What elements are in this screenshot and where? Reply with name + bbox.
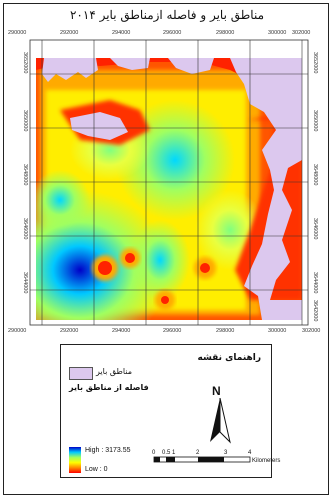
map-title: مناطق بایر و فاصله ازمناطق بایر ۲۰۱۴ [69,8,265,22]
scale-label: 4 [248,450,252,456]
high-value-label: High : 3173.55 [85,447,131,454]
y-tick-right: 3650000 [312,110,318,132]
y-tick-left: 3648000 [22,164,28,186]
raster-layer [36,58,302,320]
x-tick-top: 290000 [8,30,27,36]
page-frame [3,3,329,495]
barren-swatch [69,367,93,380]
x-tick-bottom: 294000 [112,328,131,334]
x-tick-top: 294000 [112,30,131,36]
y-tick-left: 3650000 [22,110,28,132]
legend-title: راهنمای نقشه [197,353,261,363]
x-tick-top: 296000 [163,30,182,36]
scale-label: 3 [224,450,228,456]
x-tick-bottom: 302000 [302,328,321,334]
barren-label: مناطق بایر [96,367,133,376]
x-tick-top: 302000 [292,30,311,36]
x-tick-top: 292000 [60,30,79,36]
y-tick-left: 3652000 [22,52,28,74]
grid-lines [30,40,308,325]
distance-label: فاصله از مناطق بایر [69,383,149,392]
y-tick-right: 3644000 [312,272,318,294]
y-tick-left: 3644000 [22,272,28,294]
x-tick-bottom: 300000 [268,328,287,334]
north-arrow-icon [210,398,231,444]
scale-label: 0 [152,450,156,456]
legend-box: راهنمای نقشه مناطق بایر فاصله از مناطق ب… [60,344,272,478]
map-svg [29,39,309,326]
scale-label: 2 [196,450,200,456]
x-tick-bottom: 290000 [8,328,27,334]
x-tick-bottom: 292000 [60,328,79,334]
map-area[interactable]: 290000 292000 294000 296000 298000 30000… [0,0,334,340]
scale-label: 0.5 [162,450,171,456]
x-tick-bottom: 296000 [163,328,182,334]
scale-bar: 0 0.5 1 2 3 4 Kilometers [152,450,280,464]
x-tick-top: 298000 [216,30,235,36]
y-tick-right: 3642000 [312,300,318,322]
color-ramp [69,447,81,473]
y-tick-right: 3652000 [312,52,318,74]
y-tick-right: 3646000 [312,218,318,240]
scale-unit: Kilometers [252,458,280,464]
x-tick-bottom: 298000 [216,328,235,334]
barren-area [42,58,302,320]
y-tick-left: 3646000 [22,218,28,240]
y-tick-right: 3648000 [312,164,318,186]
x-tick-top: 300000 [268,30,287,36]
scale-label: 1 [172,450,176,456]
low-value-label: Low : 0 [85,466,108,473]
north-letter: N [212,384,221,398]
